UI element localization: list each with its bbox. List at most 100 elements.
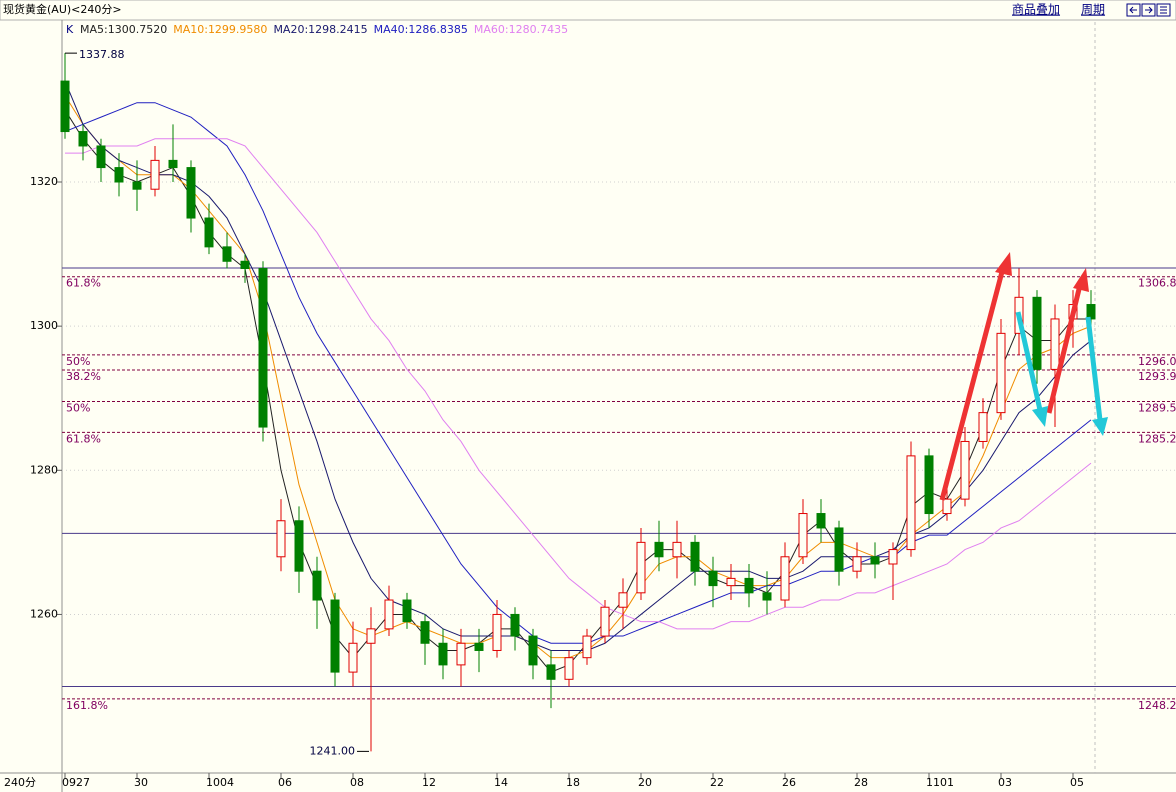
candle-body: [870, 556, 880, 565]
y-tick-label: 1300: [30, 319, 58, 332]
legend-title: K: [66, 23, 74, 36]
x-tick-label: 05: [1070, 776, 1084, 789]
candle-body: [906, 455, 916, 551]
candle-body: [546, 664, 556, 680]
high-label: 1337.88: [79, 48, 125, 61]
y-tick-label: 1260: [30, 607, 58, 620]
candle-body: [276, 520, 286, 558]
candle-body: [600, 606, 610, 637]
candle-body: [60, 80, 70, 133]
candle-body: [780, 556, 790, 601]
fib-value: 1248.29: [1138, 699, 1176, 712]
fib-value: 1293.91: [1138, 370, 1176, 383]
candle-body: [258, 267, 268, 428]
candle-body: [852, 556, 862, 572]
fib-label: 61.8%: [66, 432, 101, 445]
candle-body: [582, 635, 592, 659]
arrows: [939, 252, 1108, 501]
ma-line: [64, 102, 1092, 644]
fib-value: 1285.26: [1138, 432, 1176, 445]
candle-body: [312, 570, 322, 601]
legend-entry: MA60:1280.7435: [474, 23, 568, 36]
candle-body: [942, 498, 952, 515]
legend-entry: MA20:1298.2415: [273, 23, 367, 36]
toolbar-button[interactable]: 商品叠加: [1012, 2, 1060, 17]
x-tick-label: 22: [710, 776, 724, 789]
x-tick-label: 03: [998, 776, 1012, 789]
candle-body: [816, 513, 826, 529]
candle-body: [996, 332, 1006, 414]
y-tick-label: 1280: [30, 463, 58, 476]
candle-body: [402, 599, 412, 623]
ma-line: [64, 109, 1091, 673]
candle-body: [1032, 296, 1042, 370]
candle-body: [744, 577, 754, 594]
fib-label: 161.8%: [66, 699, 108, 712]
candle-body: [114, 167, 124, 183]
candle-body: [708, 570, 718, 587]
y-tick-label: 1320: [30, 175, 58, 188]
x-tick-label: 28: [854, 776, 868, 789]
candle-body: [654, 541, 664, 558]
ma-line: [64, 80, 1092, 651]
x-tick-label: 1004: [206, 776, 234, 789]
candle-body: [978, 412, 988, 442]
fib-value: 1289.55: [1138, 401, 1176, 414]
x-tick-label: 06: [278, 776, 292, 789]
fib-label: 50%: [66, 401, 90, 414]
toolbar-button[interactable]: 周期: [1081, 3, 1105, 17]
x-tick-label: 18: [566, 776, 580, 789]
candle-body: [888, 549, 898, 565]
candle-body: [1050, 318, 1060, 370]
period-label: 240分: [4, 776, 36, 789]
x-tick-label: 20: [638, 776, 652, 789]
candle-body: [78, 131, 88, 147]
x-tick-label: 12: [422, 776, 436, 789]
fib-label: 50%: [66, 355, 90, 368]
candle-body: [672, 541, 682, 558]
candle-body: [420, 621, 430, 644]
top-bar: [0, 0, 1176, 21]
candle-body: [222, 246, 232, 262]
candle-body: [564, 657, 574, 680]
x-tick-label: 30: [134, 776, 148, 789]
candle-body: [150, 159, 160, 190]
candle-body: [96, 145, 106, 169]
candle-body: [330, 599, 340, 673]
x-tick-label: 0927: [62, 776, 90, 789]
candle-body: [168, 159, 178, 169]
candle-body: [348, 642, 358, 673]
chart-title: 现货黄金(AU)<240分>: [3, 2, 122, 16]
candle-body: [492, 613, 502, 651]
fib-label: 61.8%: [66, 277, 101, 290]
candle-body: [762, 592, 772, 601]
candle-body: [636, 541, 646, 594]
candle-body: [798, 513, 808, 558]
candle-body: [510, 613, 520, 637]
candle-body: [834, 527, 844, 572]
ma-line: [64, 95, 1092, 659]
x-tick-label: 14: [494, 776, 508, 789]
nav-icons[interactable]: [1126, 3, 1171, 17]
fib-value: 1296.01: [1138, 355, 1176, 368]
candle-body: [456, 642, 466, 666]
candle-body: [240, 260, 250, 269]
candle-body: [438, 642, 448, 666]
candle-body: [366, 628, 376, 644]
candle-body: [186, 167, 196, 219]
candle-body: [924, 455, 934, 515]
candle-body: [1086, 304, 1096, 320]
candle-body: [618, 592, 628, 608]
candle-body: [960, 440, 970, 500]
candle-body: [384, 599, 394, 630]
ma-line: [65, 138, 1092, 630]
x-tick-label: 1101: [926, 776, 954, 789]
candle-body: [726, 577, 736, 587]
legend-entry: MA10:1299.9580: [173, 23, 267, 36]
plot: 61.8% 1306.86 50% 1296.01 38.2% 1293.91 50% 128…: [57, 48, 1176, 757]
x-tick-label: 08: [350, 776, 364, 789]
fib-label: 38.2%: [66, 370, 101, 383]
candle-body: [474, 642, 484, 651]
legend-entry: MA40:1286.8385: [374, 23, 468, 36]
